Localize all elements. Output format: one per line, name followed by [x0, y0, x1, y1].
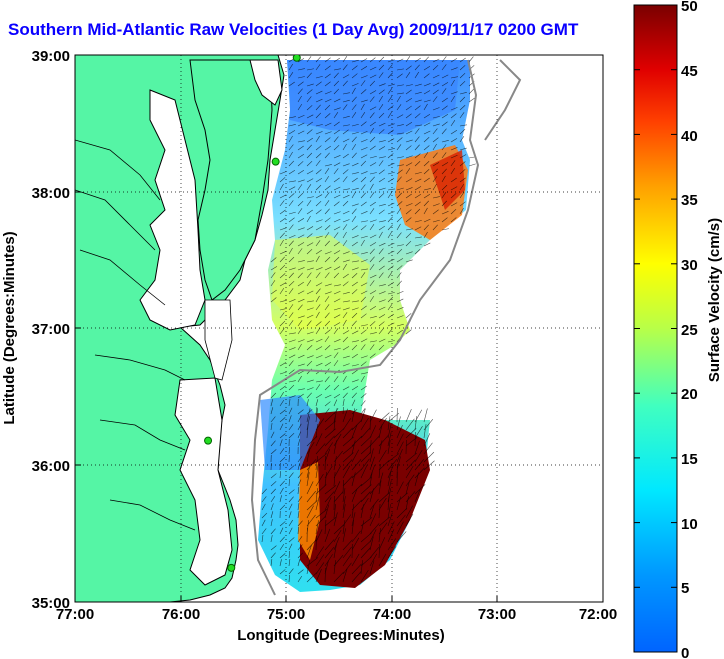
colorbar-tick-label: 0	[681, 645, 689, 659]
radar-station-marker	[204, 436, 213, 445]
x-tick-label: 74:00	[373, 606, 411, 623]
x-tick-label: 76:00	[162, 606, 200, 623]
colorbar-tick-label: 35	[681, 192, 698, 209]
colorbar-tick-label: 40	[681, 128, 698, 145]
x-tick-label: 77:00	[56, 606, 94, 623]
grid-lines	[75, 55, 603, 602]
colorbar-tick-label: 20	[681, 386, 698, 403]
colorbar-tick-label: 15	[681, 451, 698, 468]
x-tick-label: 75:00	[267, 606, 305, 623]
x-axis-label: Longitude (Degrees:Minutes)	[237, 627, 445, 644]
radar-station-marker	[227, 563, 236, 572]
river-lines	[75, 139, 196, 531]
colorbar-tick-label: 50	[681, 0, 698, 15]
colorbar-tick-label: 45	[681, 63, 698, 80]
map-title: Southern Mid-Atlantic Raw Velocities (1 …	[8, 20, 579, 39]
y-tick-label: 38:00	[32, 185, 70, 202]
chesapeake-bay	[139, 89, 206, 331]
colorbar-tick-label: 25	[681, 322, 698, 339]
velocity-field	[258, 56, 476, 592]
colorbar-tick-label: 5	[681, 580, 689, 597]
station-markers	[204, 55, 301, 572]
colorbar-label: Surface Velocity (cm/s)	[706, 218, 723, 382]
pamlico-sound	[174, 377, 233, 586]
colorbar-tick-label: 10	[681, 516, 698, 533]
isobath-contour	[250, 59, 480, 596]
colorbar	[633, 4, 678, 653]
y-tick-label: 35:00	[32, 595, 70, 612]
x-tick-label: 72:00	[579, 606, 617, 623]
y-axis-label: Latitude (Degrees:Minutes)	[1, 231, 18, 424]
x-tick-label: 73:00	[478, 606, 516, 623]
colorbar-tick-label: 30	[681, 257, 698, 274]
delaware-bay	[249, 59, 283, 106]
y-tick-label: 36:00	[32, 458, 70, 475]
y-tick-label: 39:00	[32, 48, 70, 65]
radar-station-marker	[271, 157, 280, 166]
radar-station-marker	[292, 55, 301, 62]
y-tick-label: 37:00	[32, 321, 70, 338]
